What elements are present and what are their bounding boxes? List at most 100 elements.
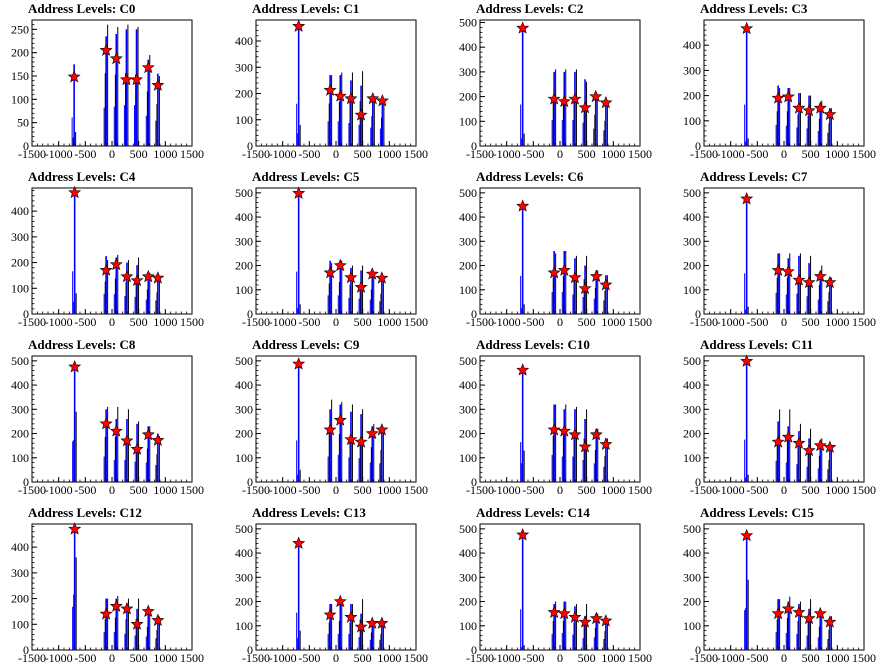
y-tick-label: 100 xyxy=(235,451,253,465)
x-tick-label: 500 xyxy=(578,147,596,161)
x-tick-label: -1500 xyxy=(690,147,718,161)
chart-svg: Address Levels: C12 0 100 200 300 400 -1500-10… xyxy=(0,504,224,672)
x-tick-label: -1000 xyxy=(269,651,297,665)
y-tick-label: 200 xyxy=(235,87,253,101)
y-tick-label: 500 xyxy=(235,354,253,368)
x-tick-label: 1500 xyxy=(180,483,204,497)
x-tick-label: 1500 xyxy=(180,651,204,665)
y-tick-label: 100 xyxy=(11,281,29,295)
x-tick-label: 1500 xyxy=(852,315,876,329)
x-tick-label: -1500 xyxy=(18,651,46,665)
x-tick-label: 0 xyxy=(109,483,115,497)
x-tick-label: -1000 xyxy=(45,651,73,665)
plot-frame xyxy=(32,188,192,314)
chart-title: Address Levels: C14 xyxy=(476,505,590,520)
x-tick-label: 1000 xyxy=(153,315,177,329)
y-tick-label: 400 xyxy=(11,204,29,218)
chart-title: Address Levels: C5 xyxy=(252,169,360,184)
x-tick-label: -1500 xyxy=(18,315,46,329)
plot-frame xyxy=(480,524,640,650)
x-tick-label: -500 xyxy=(746,651,768,665)
x-tick-label: 1500 xyxy=(852,651,876,665)
y-tick-label: 400 xyxy=(11,540,29,554)
x-tick-label: -1000 xyxy=(269,483,297,497)
x-tick-label: 0 xyxy=(781,147,787,161)
chart-panel-3: Address Levels: C3 0 100 200 300 400 -1500 -100… xyxy=(672,0,896,168)
chart-title: Address Levels: C12 xyxy=(28,505,142,520)
x-tick-label: 500 xyxy=(130,651,148,665)
x-tick-label: 500 xyxy=(802,483,820,497)
y-tick-label: 100 xyxy=(459,283,477,297)
x-tick-label: 1000 xyxy=(153,651,177,665)
x-tick-label: -1000 xyxy=(493,483,521,497)
x-tick-label: -1000 xyxy=(269,315,297,329)
x-tick-label: -1500 xyxy=(466,651,494,665)
y-tick-label: 500 xyxy=(683,186,701,200)
y-tick-label: 100 xyxy=(235,113,253,127)
x-tick-label: 1000 xyxy=(825,483,849,497)
chart-panel-9: Address Levels: C9 0 100 200 300 400 500 -1500-… xyxy=(224,336,448,504)
x-tick-label: 500 xyxy=(802,147,820,161)
chart-title: Address Levels: C8 xyxy=(28,337,136,352)
y-tick-label: 400 xyxy=(11,378,29,392)
y-tick-label: 500 xyxy=(11,354,29,368)
y-tick-label: 300 xyxy=(683,63,701,77)
chart-title: Address Levels: C9 xyxy=(252,337,360,352)
x-tick-label: 1500 xyxy=(628,315,652,329)
x-tick-label: -500 xyxy=(74,315,96,329)
y-tick-label: 500 xyxy=(459,522,477,536)
x-tick-label: -1500 xyxy=(18,147,46,161)
plot-frame xyxy=(32,20,192,146)
y-tick-label: 200 xyxy=(459,259,477,273)
x-tick-label: 1000 xyxy=(153,483,177,497)
chart-title: Address Levels: C11 xyxy=(700,337,813,352)
x-tick-label: 500 xyxy=(578,483,596,497)
x-tick-label: -1000 xyxy=(45,483,73,497)
chart-svg: Address Levels: C130100200300400500-1500… xyxy=(224,504,448,672)
y-tick-label: 100 xyxy=(683,114,701,128)
chart-svg: Address Levels: C90100200300400500-1500-… xyxy=(224,336,448,504)
x-tick-label: -1000 xyxy=(493,147,521,161)
x-tick-label: -500 xyxy=(74,147,96,161)
chart-title: Address Levels: C0 xyxy=(28,1,135,16)
y-tick-label: 100 xyxy=(459,619,477,633)
x-tick-label: 0 xyxy=(333,483,339,497)
chart-grid: Address Levels: C0 0 50 100 150 200 250 -1500 -1… xyxy=(0,0,896,672)
y-tick-label: 400 xyxy=(459,378,477,392)
chart-panel-14: Address Levels: C14 0 100 200 300 400 500 -1500… xyxy=(448,504,672,672)
chart-panel-0: Address Levels: C0 0 50 100 150 200 250 -1500 -1… xyxy=(0,0,224,168)
chart-panel-10: Address Levels: C10 0 100 200 300 400 500 -1500… xyxy=(448,336,672,504)
x-tick-label: 1000 xyxy=(825,315,849,329)
y-tick-label: 100 xyxy=(459,451,477,465)
x-tick-label: -1500 xyxy=(18,483,46,497)
y-tick-label: 100 xyxy=(235,619,253,633)
chart-title: Address Levels: C4 xyxy=(28,169,136,184)
x-tick-label: 1500 xyxy=(852,483,876,497)
y-tick-label: 500 xyxy=(459,354,477,368)
chart-svg: Address Levels: C60100200300400500-1500-… xyxy=(448,168,672,336)
y-tick-label: 300 xyxy=(11,402,29,416)
y-tick-label: 100 xyxy=(683,451,701,465)
x-tick-label: 1500 xyxy=(628,147,652,161)
chart-svg: Address Levels: C20100200300400500-1500-… xyxy=(448,0,672,168)
y-tick-label: 150 xyxy=(11,69,29,83)
y-tick-label: 200 xyxy=(459,595,477,609)
x-tick-label: 0 xyxy=(781,315,787,329)
y-tick-label: 300 xyxy=(235,60,253,74)
plot-frame xyxy=(256,524,416,650)
chart-panel-1: Address Levels: C1 0 100 200 300 400 -1500 -100… xyxy=(224,0,448,168)
plot-frame xyxy=(256,188,416,314)
y-tick-label: 400 xyxy=(683,210,701,224)
y-tick-label: 300 xyxy=(683,570,701,584)
x-tick-label: 1500 xyxy=(180,315,204,329)
y-tick-label: 100 xyxy=(459,114,477,128)
y-tick-label: 300 xyxy=(683,402,701,416)
y-tick-label: 200 xyxy=(683,427,701,441)
y-tick-label: 200 xyxy=(11,427,29,441)
x-tick-label: 0 xyxy=(333,147,339,161)
x-tick-label: -1000 xyxy=(493,315,521,329)
x-tick-label: -500 xyxy=(522,147,544,161)
y-tick-label: 200 xyxy=(11,592,29,606)
y-tick-label: 200 xyxy=(683,259,701,273)
y-tick-label: 400 xyxy=(235,34,253,48)
